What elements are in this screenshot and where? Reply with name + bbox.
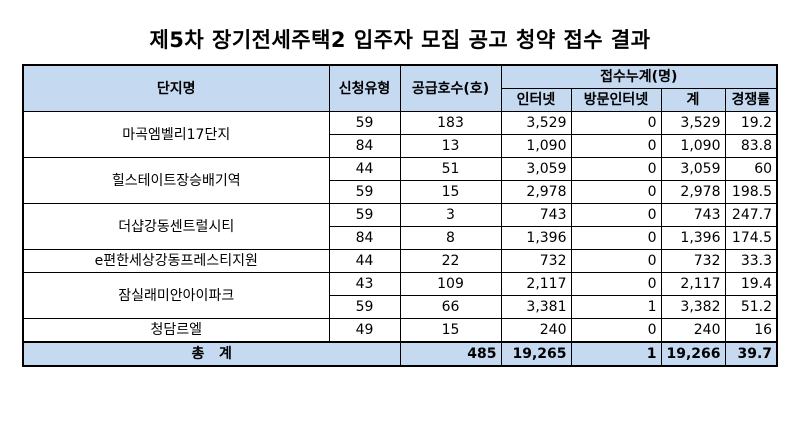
total-visit: 1 [570, 341, 662, 367]
cell-ratio: 51.2 [724, 295, 778, 319]
header-visit: 방문인터넷 [570, 88, 662, 112]
cell-supply: 3 [399, 203, 502, 227]
complex-name: 마곡엠벨리17단지 [22, 111, 330, 158]
cell-sum: 743 [660, 203, 726, 227]
cell-supply: 51 [399, 157, 502, 181]
cell-visit: 0 [570, 134, 662, 158]
cell-supply: 66 [399, 295, 502, 319]
cell-internet: 732 [500, 249, 572, 273]
cell-internet: 2,978 [500, 180, 572, 204]
total-supply: 485 [399, 341, 502, 367]
table-row: e편한세상강동프레스티지원 44 22 732 0 732 33.3 [22, 249, 778, 273]
cell-visit: 1 [570, 295, 662, 319]
cell-visit: 0 [570, 203, 662, 227]
table-row: 마곡엠벨리17단지 59 183 3,529 0 3,529 19.2 [22, 111, 778, 158]
table-row: 청담르엘 49 15 240 0 240 16 [22, 318, 778, 343]
total-sum: 19,266 [660, 341, 726, 367]
header-type: 신청유형 [328, 64, 401, 112]
cell-visit: 0 [570, 180, 662, 204]
cell-ratio: 16 [724, 318, 778, 343]
cell-internet: 743 [500, 203, 572, 227]
cell-supply: 8 [399, 226, 502, 250]
table-row: 59 66 3,381 1 3,382 51.2 [23, 295, 778, 319]
cell-internet: 3,381 [500, 295, 572, 319]
complex-name: 더샵강동센트럴시티 [22, 203, 330, 250]
cell-internet: 240 [500, 318, 572, 343]
cell-visit: 0 [570, 111, 662, 135]
table-row: 힐스테이트장승배기역 44 51 3,059 0 3,059 60 [22, 157, 778, 204]
cell-supply: 15 [399, 318, 502, 343]
complex-name: e편한세상강동프레스티지원 [22, 249, 330, 273]
cell-internet: 2,117 [500, 272, 572, 296]
cell-ratio: 19.2 [724, 111, 778, 135]
cell-visit: 0 [570, 318, 662, 343]
cell-visit: 0 [570, 249, 662, 273]
table-row: 잠실래미안아이파크 43 109 2,117 0 2,117 19.4 [22, 272, 778, 319]
cell-ratio: 174.5 [724, 226, 778, 250]
header-ratio: 경쟁률 [724, 88, 778, 112]
cell-type: 59 [328, 295, 401, 319]
cell-supply: 22 [399, 249, 502, 273]
cell-supply: 13 [399, 134, 502, 158]
cell-sum: 3,382 [660, 295, 726, 319]
cell-ratio: 19.4 [724, 272, 778, 296]
cell-ratio: 60 [724, 157, 778, 181]
cell-ratio: 198.5 [724, 180, 778, 204]
cell-supply: 109 [399, 272, 502, 296]
cell-visit: 0 [570, 226, 662, 250]
header-supply: 공급호수(호) [399, 64, 502, 112]
header-complex: 단지명 [22, 64, 330, 112]
cell-internet: 3,059 [500, 157, 572, 181]
cell-type: 44 [328, 249, 401, 273]
cell-type: 44 [328, 157, 401, 181]
cell-type: 49 [328, 318, 401, 343]
table-body: 마곡엠벨리17단지 59 183 3,529 0 3,529 19.2 84 13 1,090 0 1… [22, 111, 778, 343]
cell-sum: 2,117 [660, 272, 726, 296]
cell-sum: 1,090 [660, 134, 726, 158]
cell-visit: 0 [570, 157, 662, 181]
cell-sum: 3,059 [660, 157, 726, 181]
header-sum: 계 [660, 88, 726, 112]
table-row: 더샵강동센트럴시티 59 3 743 0 743 247.7 [22, 203, 778, 250]
complex-name: 잠실래미안아이파크 [22, 272, 330, 319]
result-table: 단지명 신청유형 공급호수(호) 접수누계(명) 인터넷 방문인터넷 계 경쟁률… [22, 64, 779, 367]
cell-type: 59 [328, 180, 401, 204]
page-title: 제5차 장기전세주택2 입주자 모집 공고 청약 접수 결과 [149, 28, 651, 52]
cell-internet: 1,396 [500, 226, 572, 250]
cell-type: 59 [328, 203, 401, 227]
cell-type: 84 [328, 134, 401, 158]
cell-type: 59 [328, 111, 401, 135]
total-label: 총 계 [22, 341, 401, 367]
total-row: 총 계 485 19,265 1 19,266 39.7 [22, 341, 778, 367]
cell-type: 43 [328, 272, 401, 296]
total-ratio: 39.7 [724, 341, 778, 367]
table-row: 59 15 2,978 0 2,978 198.5 [23, 180, 778, 204]
cell-supply: 183 [399, 111, 502, 135]
complex-name: 청담르엘 [22, 318, 330, 343]
cell-sum: 732 [660, 249, 726, 273]
cell-sum: 1,396 [660, 226, 726, 250]
cell-type: 84 [328, 226, 401, 250]
cell-ratio: 33.3 [724, 249, 778, 273]
complex-name: 힐스테이트장승배기역 [22, 157, 330, 204]
cell-internet: 3,529 [500, 111, 572, 135]
header-cumulative: 접수누계(명) [500, 64, 778, 89]
cell-visit: 0 [570, 272, 662, 296]
cell-sum: 3,529 [660, 111, 726, 135]
cell-internet: 1,090 [500, 134, 572, 158]
table-row: 84 13 1,090 0 1,090 83.8 [23, 134, 778, 158]
cell-sum: 240 [660, 318, 726, 343]
total-internet: 19,265 [500, 341, 572, 367]
cell-ratio: 83.8 [724, 134, 778, 158]
header-internet: 인터넷 [500, 88, 572, 112]
cell-supply: 15 [399, 180, 502, 204]
cell-ratio: 247.7 [724, 203, 778, 227]
cell-sum: 2,978 [660, 180, 726, 204]
